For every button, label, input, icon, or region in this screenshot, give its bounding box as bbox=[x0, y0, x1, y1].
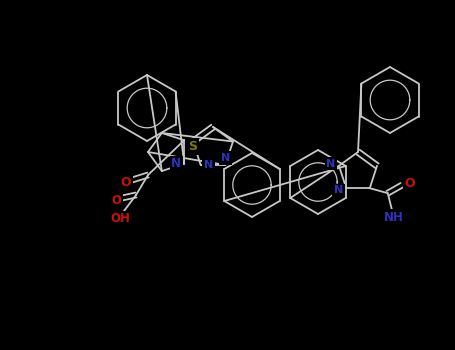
Text: N: N bbox=[326, 159, 336, 169]
Text: N: N bbox=[204, 160, 213, 170]
Text: O: O bbox=[121, 175, 131, 189]
Text: O: O bbox=[111, 194, 121, 206]
Text: OH: OH bbox=[110, 212, 130, 225]
Text: N: N bbox=[221, 153, 230, 163]
Text: N: N bbox=[334, 185, 343, 195]
Text: O: O bbox=[404, 177, 415, 190]
Text: NH: NH bbox=[384, 211, 404, 224]
Text: N: N bbox=[171, 157, 181, 170]
Text: S: S bbox=[188, 140, 197, 153]
